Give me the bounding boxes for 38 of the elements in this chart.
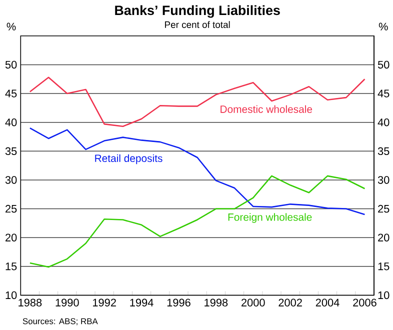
y-tick-label: 35 <box>5 147 17 155</box>
x-tick-label: 1990 <box>56 298 79 306</box>
y2-tick-label: 30 <box>378 176 390 184</box>
x-tick-label: 1992 <box>93 298 116 306</box>
x-tick-label: 1994 <box>130 298 154 306</box>
series-label: Foreign wholesale <box>228 213 312 223</box>
y2-tick-label: 40 <box>378 118 390 126</box>
y2-tick-label: 45 <box>378 90 390 98</box>
chart-subtitle: Per cent of total <box>165 21 230 28</box>
y2-tick-label: 10 <box>378 291 390 300</box>
x-tick-label: 2006 <box>353 298 376 306</box>
x-tick-label: 2004 <box>316 298 340 306</box>
y-tick-label: 50 <box>5 60 17 69</box>
y-axis-title: % <box>6 22 16 30</box>
y-tick-label: 15 <box>6 262 17 270</box>
x-tick-label: 1998 <box>204 298 228 306</box>
y-tick-label: 30 <box>5 176 17 184</box>
series-label: Domestic wholesale <box>220 105 312 113</box>
y2-axis-title: % <box>378 22 388 30</box>
y2-tick-label: 50 <box>378 60 390 69</box>
x-tick-label: 1988 <box>18 298 42 306</box>
source-note: Sources: ABS; RBA <box>22 318 98 326</box>
x-tick-label: 1996 <box>167 298 190 306</box>
y-tick-label: 10 <box>6 291 17 300</box>
x-tick-label: 2000 <box>242 298 265 306</box>
y-tick-label: 20 <box>6 234 17 242</box>
y2-tick-label: 15 <box>378 262 390 270</box>
chart-title: Banks’ Funding Liabilities <box>115 5 280 18</box>
x-tick-label: 2002 <box>278 298 302 306</box>
y-tick-label: 40 <box>5 118 17 126</box>
line-series <box>29 76 366 127</box>
y2-tick-label: 25 <box>378 204 390 213</box>
y-tick-label: 25 <box>6 204 17 213</box>
y-tick-label: 45 <box>5 90 17 98</box>
y2-tick-label: 35 <box>378 147 390 155</box>
series-label: Retail deposits <box>95 154 162 164</box>
line-series <box>29 175 366 268</box>
y2-tick-label: 20 <box>378 234 390 242</box>
